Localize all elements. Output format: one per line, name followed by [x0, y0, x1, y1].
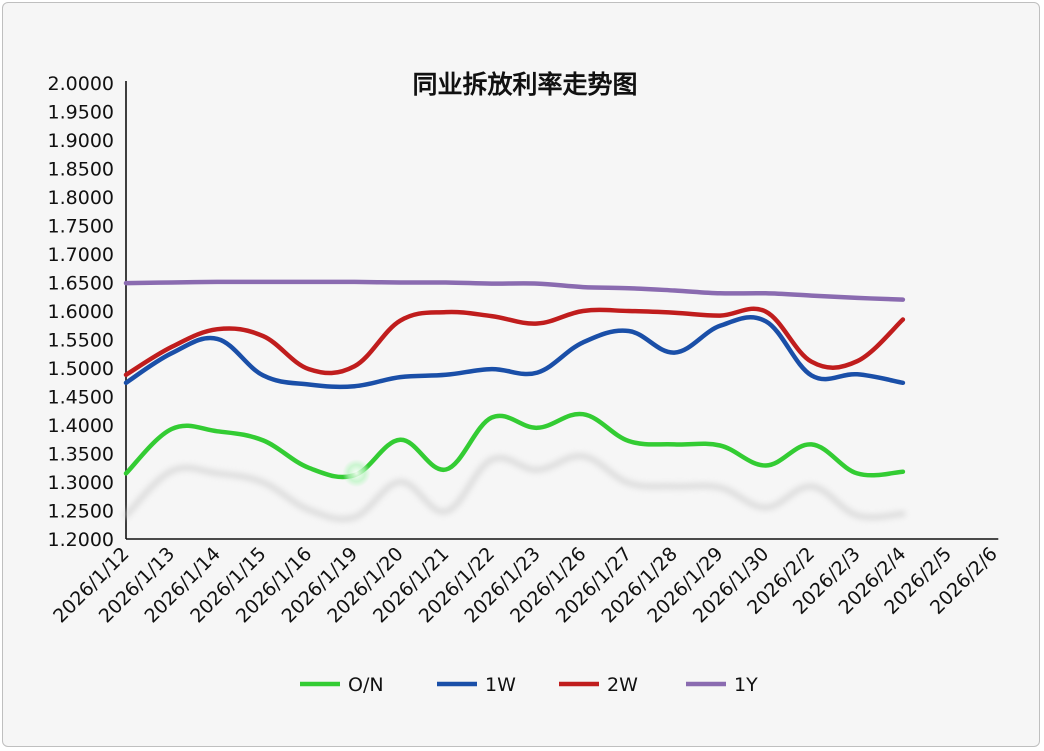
y-tick-label: 1.7000 [48, 244, 114, 266]
y-tick-label: 1.2500 [48, 501, 114, 523]
y-tick-label: 1.6500 [48, 273, 114, 295]
chart-title: 同业拆放利率走势图 [412, 70, 637, 99]
y-tick-label: 1.2000 [48, 529, 114, 551]
series-line-1w [123, 315, 906, 390]
y-tick-label: 1.8000 [48, 187, 114, 209]
y-tick-label: 1.9000 [48, 130, 114, 152]
y-tick-label: 1.4000 [48, 415, 114, 437]
legend-label: 2W [607, 674, 638, 696]
legend-label: O/N [348, 674, 384, 696]
y-tick-label: 1.6000 [48, 301, 114, 323]
legend-label: 1W [485, 674, 516, 696]
series-shadow [123, 453, 906, 523]
y-tick-label: 1.9500 [48, 102, 114, 124]
highlight-point [342, 459, 371, 488]
legend: O/N 1W 2W 1Y [300, 674, 758, 696]
y-tick-label: 2.0000 [48, 73, 114, 95]
legend-label: 1Y [734, 674, 758, 696]
series-line-1y [123, 279, 906, 302]
y-tick-label: 1.4500 [48, 387, 114, 409]
series-line-2w [123, 306, 906, 378]
series-line-on [123, 411, 906, 480]
series-lines [123, 279, 906, 488]
y-tick-label: 1.3000 [48, 472, 114, 494]
axes: 1.2000 1.2500 1.3000 1.3500 1.4000 1.4500 1.50… [48, 73, 1002, 627]
y-tick-label: 1.5000 [48, 358, 114, 380]
y-tick-label: 1.8500 [48, 159, 114, 181]
y-tick-label: 1.7500 [48, 216, 114, 238]
series-shadow-O/N [123, 453, 906, 523]
y-tick-label: 1.5500 [48, 330, 114, 352]
y-tick-label: 1.3500 [48, 444, 114, 466]
